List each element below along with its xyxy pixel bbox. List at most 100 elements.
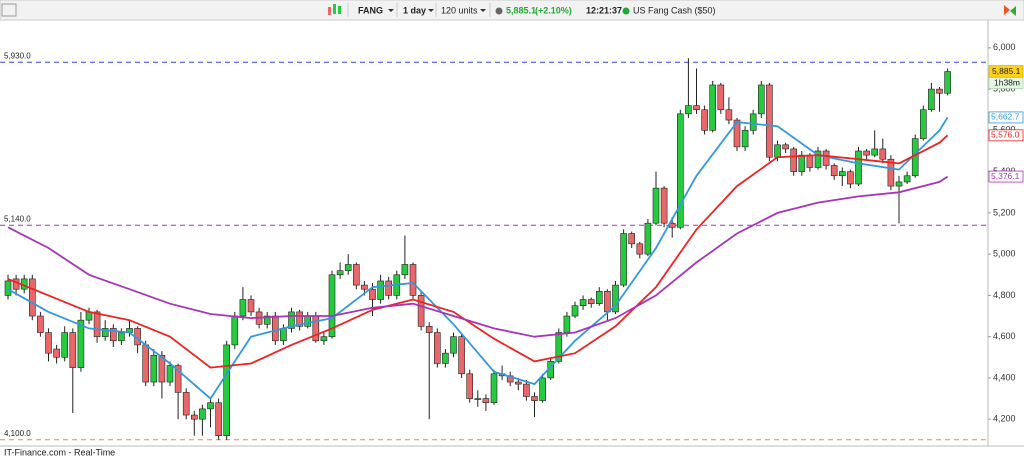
units[interactable]: 120 units [441,5,478,15]
candle-body [182,392,190,416]
candle-body [733,119,741,148]
y-tick-label: 4,200 [993,414,1016,424]
ma-label: 5,576.0 [991,130,1020,140]
candle-body [620,233,627,286]
candle-body [612,284,619,313]
candle-body [531,396,538,401]
y-tick-label: 4,800 [993,290,1016,300]
candle-body [628,233,636,245]
candle-body [288,311,295,329]
candle-body [174,365,182,393]
candle-body [701,109,708,131]
candle-body [361,284,368,290]
candle-body [741,130,749,148]
candle-body [782,144,789,150]
y-tick-label: 4,600 [993,331,1016,341]
last-price-label: 5,885.1 [992,66,1021,76]
candle-body [871,148,879,156]
candle-body [579,299,587,307]
candle-body [304,315,312,327]
candle-body [417,295,425,327]
candle-body [660,187,668,224]
instrument: US Fang Cash ($50) [633,5,716,15]
y-tick-label: 5,200 [993,207,1016,217]
candle-body [263,315,271,325]
candle-body [231,315,239,346]
candle-body [425,326,433,333]
candle-body [757,84,765,115]
candle-body [490,373,498,403]
candle-body [450,336,457,354]
candle-body [199,408,206,420]
ma-label-box [988,111,1024,124]
candle-body [466,373,474,399]
candle-body [118,332,125,342]
candle-body [369,288,376,300]
candle-body [571,305,579,317]
candle-body [320,336,328,342]
candle-body [563,315,571,333]
candle-body [855,150,862,185]
dropdown-arrow[interactable] [428,9,434,12]
candle-body [709,84,717,131]
candle-body [838,171,846,177]
candle-body [352,264,360,286]
candle-body [53,348,60,358]
y-tick-label: 6,000 [993,42,1016,52]
candle-body [191,414,198,420]
candle-body [595,290,603,304]
candle-body [37,315,44,333]
countdown-box [988,77,1024,89]
price: 5,885.1 [506,5,536,15]
moving-average-line [7,134,949,369]
candle-body [328,274,336,337]
candle-body [863,150,870,156]
candle-body [223,344,230,436]
candle-body [61,332,69,358]
candle-body [158,354,166,383]
live-dot [622,7,630,15]
candle-body [377,280,384,300]
candle-body [409,264,417,296]
candle-body [207,402,214,410]
candle-body [514,381,522,385]
candle-body [433,332,441,364]
candle-body [215,402,222,436]
candle-body [790,148,798,172]
candle-body [774,144,781,158]
candle-body [725,109,733,121]
candle-body [166,365,174,383]
ma-label-box [988,170,1024,183]
candle-body [28,278,36,317]
candle-body [555,332,563,362]
refresh-icon[interactable] [1004,5,1016,16]
candle-body [847,171,854,185]
candle-body [685,105,692,115]
ma-label-box [988,129,1024,142]
candle-body [45,332,52,354]
dropdown-arrow[interactable] [388,9,394,12]
footer: IT-Finance.com - Real-Time [4,447,115,457]
candle-body [385,280,393,296]
menu-icon[interactable] [1,3,17,17]
candle-body [903,175,911,183]
dropdown-arrow[interactable] [480,9,486,12]
candle-body [474,398,482,400]
candle-body [944,71,951,94]
price-change: (+2.10%) [535,5,572,15]
chart-type-icon[interactable] [328,4,341,15]
candle-body [482,398,490,403]
candle-body [936,88,943,94]
candle-body [814,150,822,168]
candle-body [806,154,814,168]
candle-body [523,383,530,397]
status-dot [495,7,503,15]
candle-body [101,328,109,337]
symbol[interactable]: FANG [358,5,383,15]
countdown-label: 1h38m [994,77,1020,87]
y-tick-label: 4,400 [993,372,1016,382]
interval[interactable]: 1 day [403,5,426,15]
y-tick-label: 5,000 [993,249,1016,259]
